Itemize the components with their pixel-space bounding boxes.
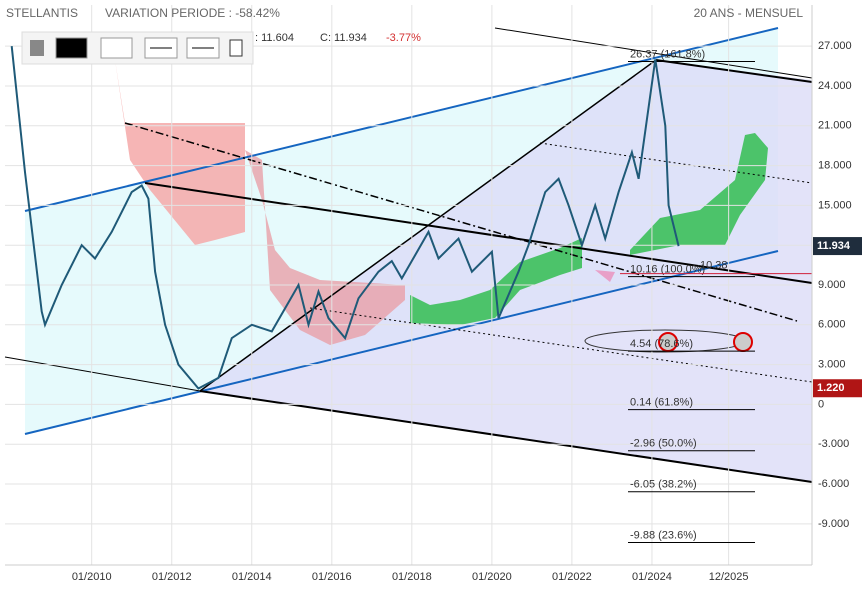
y-tick-label: -3.000: [818, 438, 849, 450]
y-tick-label: 6.000: [818, 319, 846, 331]
fill-button[interactable]: [100, 37, 133, 59]
cloud-green: [410, 238, 582, 325]
cloud-red: [245, 150, 405, 345]
y-tick-label: 9.000: [818, 279, 846, 291]
y-tick-label: 18.000: [818, 159, 852, 171]
price-tag: [813, 237, 862, 256]
fib-label: -2.96 (50.0%): [630, 438, 697, 450]
cloud-red: [115, 60, 245, 245]
y-tick-label: 24.000: [818, 80, 852, 92]
background-drawings: [4, 27, 813, 483]
fib-label: -6.05 (38.2%): [630, 479, 697, 491]
copy-button[interactable]: [229, 39, 243, 57]
x-tick-label: 01/2018: [392, 571, 432, 583]
fib-label: 10.16 (100.0%): [630, 264, 705, 276]
x-tick-label: 01/2016: [312, 571, 352, 583]
trend-line: [655, 59, 813, 83]
trend-line: [4, 356, 201, 392]
toolbar: [21, 31, 254, 65]
fib-label: -9.88 (23.6%): [630, 529, 697, 541]
y-tick-label: 15.000: [818, 199, 852, 211]
y-tick-label: -9.000: [818, 518, 849, 530]
trend-line: [539, 142, 813, 184]
y-tick-label: 0: [818, 398, 824, 410]
close: C: 11.934: [320, 32, 367, 44]
symbol: STELLANTIS: [6, 6, 78, 20]
trend-line: [494, 27, 813, 79]
y-tick-label: 3.000: [818, 359, 846, 371]
price-tag-label: 11.934: [817, 240, 851, 252]
color-button[interactable]: [55, 37, 88, 59]
price-line: [10, 45, 680, 390]
trend-line: [144, 182, 813, 284]
plot: 26.37 (161.8%) 10.16 (100.0%) 4.54 (78.6%)…: [10, 45, 812, 544]
delete-button[interactable]: [30, 40, 44, 56]
x-tick-label: 01/2012: [152, 571, 192, 583]
y-tick-label: 21.000: [818, 120, 852, 132]
x-tick-label: 01/2024: [632, 571, 672, 583]
y-tick-label: 27.000: [818, 40, 852, 52]
alert-label: 10.38: [700, 260, 728, 272]
x-tick-label: 01/2014: [232, 571, 272, 583]
variation: VARIATION PERIODE : -58.42%: [105, 6, 280, 20]
grid: [5, 5, 812, 565]
price-tag: [813, 379, 862, 398]
channel-line: [24, 27, 779, 212]
x-tick-label: 01/2022: [552, 571, 592, 583]
fib-label: 4.54 (78.6%): [630, 338, 693, 350]
change: -3.77%: [386, 32, 421, 44]
period: 20 ANS - MENSUEL: [694, 6, 804, 20]
fib-label: 0.14 (61.8%): [630, 396, 693, 408]
x-tick-label: 01/2020: [472, 571, 512, 583]
trend-line: [199, 390, 813, 483]
handle[interactable]: [733, 332, 753, 352]
x-tick-label: 01/2010: [72, 571, 112, 583]
price-tag-label: 1.220: [817, 382, 845, 394]
x-tick-label: 12/2025: [709, 571, 749, 583]
y-tick-label: -6.000: [818, 478, 849, 490]
low: : 11.604: [255, 32, 294, 44]
channel-line: [24, 250, 779, 435]
cloud-red: [595, 270, 615, 282]
trend-line: [124, 122, 798, 322]
fib-label: 26.37 (161.8%): [630, 48, 705, 60]
cloud-green: [630, 133, 768, 255]
